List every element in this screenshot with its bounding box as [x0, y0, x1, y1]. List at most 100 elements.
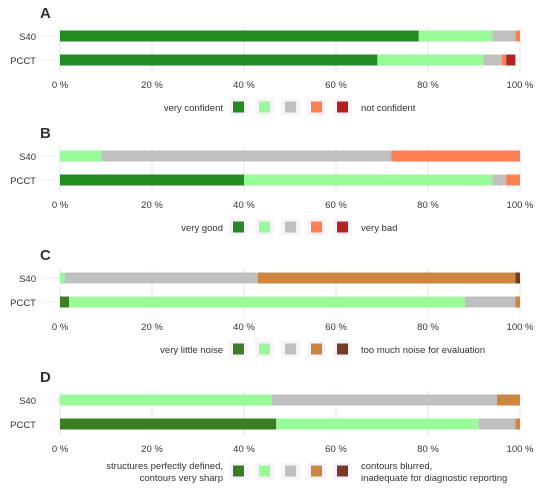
- legend-swatch: [337, 343, 348, 355]
- x-tick-label: 60 %: [325, 200, 347, 211]
- bar-segment: [69, 296, 465, 308]
- x-tick-label: 40 %: [233, 444, 255, 455]
- legend-swatch: [233, 343, 244, 355]
- bar-segment: [478, 418, 516, 430]
- x-tick-label: 20 %: [141, 80, 163, 91]
- x-tick-label: 0 %: [52, 80, 69, 91]
- legend-swatch: [285, 101, 296, 113]
- x-tick-label: 0 %: [52, 444, 69, 455]
- legend-right-label: too much noise for evaluation: [361, 345, 485, 356]
- bar-segment: [60, 174, 244, 186]
- bar-segment: [501, 54, 507, 66]
- x-tick-label: 100 %: [507, 322, 534, 333]
- bar-segment: [64, 272, 258, 284]
- bar-segment: [506, 174, 520, 186]
- x-tick-label: 40 %: [233, 322, 255, 333]
- panel-c: C S40 PCCT 0 % 20 % 40 % 60 % 80 % 100 % very lit…: [10, 247, 534, 358]
- legend-swatch: [259, 221, 270, 233]
- legend-swatch: [259, 343, 270, 355]
- bar-segment: [515, 30, 520, 42]
- panel-label: B: [40, 125, 51, 142]
- legend-swatch: [233, 221, 244, 233]
- category-label: S40: [19, 152, 36, 163]
- bar-segment: [244, 174, 493, 186]
- legend-right-label: contours blurred,: [361, 461, 432, 472]
- x-tick-label: 60 %: [325, 322, 347, 333]
- bar-segment: [276, 418, 479, 430]
- category-label: PCCT: [10, 176, 36, 187]
- legend-left-label: structures perfectly defined,: [106, 461, 223, 472]
- panel-d: D S40 PCCT 0 % 20 % 40 % 60 % 80 % 100 % structur…: [10, 369, 534, 484]
- legend-swatch: [337, 221, 348, 233]
- legend-left-label: contours very sharp: [140, 473, 223, 484]
- bar-segment: [60, 54, 378, 66]
- bar-segment: [60, 150, 102, 162]
- bar-segment: [60, 30, 419, 42]
- bar-segment: [515, 272, 520, 284]
- bar-segment: [515, 418, 520, 430]
- legend-left-label: very good: [181, 223, 223, 234]
- legend-left-label: very confident: [164, 103, 224, 114]
- x-tick-label: 80 %: [417, 200, 439, 211]
- legend-swatch: [259, 465, 270, 477]
- bar-segment: [391, 150, 520, 162]
- category-label: PCCT: [10, 56, 36, 67]
- x-tick-label: 100 %: [507, 444, 534, 455]
- bar-segment: [60, 394, 272, 406]
- panel-label: C: [40, 247, 51, 264]
- legend-right-label: inadequate for diagnostic reporting: [361, 473, 507, 484]
- legend-swatch: [311, 101, 322, 113]
- legend-swatch: [259, 101, 270, 113]
- bar-segment: [497, 394, 520, 406]
- bar-segment: [60, 296, 70, 308]
- legend-swatch: [285, 221, 296, 233]
- x-tick-label: 80 %: [417, 322, 439, 333]
- bar-segment: [60, 418, 277, 430]
- panel-label: A: [40, 5, 51, 22]
- x-tick-label: 100 %: [507, 200, 534, 211]
- bar-segment: [506, 54, 516, 66]
- bar-segment: [418, 30, 493, 42]
- x-tick-label: 20 %: [141, 444, 163, 455]
- category-label: PCCT: [10, 298, 36, 309]
- bar-segment: [492, 30, 516, 42]
- bar-segment: [60, 272, 65, 284]
- legend-swatch: [285, 465, 296, 477]
- x-tick-label: 40 %: [233, 200, 255, 211]
- legend-swatch: [233, 465, 244, 477]
- x-tick-label: 0 %: [52, 322, 69, 333]
- category-label: PCCT: [10, 420, 36, 431]
- bar-segment: [101, 150, 392, 162]
- bar-segment: [483, 54, 502, 66]
- legend-swatch: [311, 343, 322, 355]
- legend-swatch: [311, 465, 322, 477]
- legend-swatch: [337, 465, 348, 477]
- x-tick-label: 0 %: [52, 200, 69, 211]
- category-label: S40: [19, 396, 36, 407]
- panel-label: D: [40, 369, 51, 386]
- x-tick-label: 60 %: [325, 444, 347, 455]
- legend-swatch: [285, 343, 296, 355]
- bar-segment: [464, 296, 516, 308]
- bar-segment: [271, 394, 497, 406]
- category-label: S40: [19, 32, 36, 43]
- x-tick-label: 40 %: [233, 80, 255, 91]
- bar-segment: [257, 272, 516, 284]
- x-tick-label: 80 %: [417, 80, 439, 91]
- bar-segment: [377, 54, 484, 66]
- category-label: S40: [19, 274, 36, 285]
- legend-swatch: [233, 101, 244, 113]
- bar-segment: [515, 296, 520, 308]
- legend-swatch: [311, 221, 322, 233]
- legend-swatch: [337, 101, 348, 113]
- panel-a: A S40 PCCT 0 % 20 % 40 % 60 % 80 % 100 % very con…: [10, 5, 534, 116]
- panel-b: B S40 PCCT 0 % 20 % 40 % 60 % 80 % 100 % very goo…: [10, 125, 534, 236]
- x-tick-label: 100 %: [507, 80, 534, 91]
- x-tick-label: 60 %: [325, 80, 347, 91]
- x-tick-label: 20 %: [141, 322, 163, 333]
- x-tick-label: 80 %: [417, 444, 439, 455]
- x-tick-label: 20 %: [141, 200, 163, 211]
- legend-right-label: not confident: [361, 103, 416, 114]
- legend-left-label: very little noise: [160, 345, 223, 356]
